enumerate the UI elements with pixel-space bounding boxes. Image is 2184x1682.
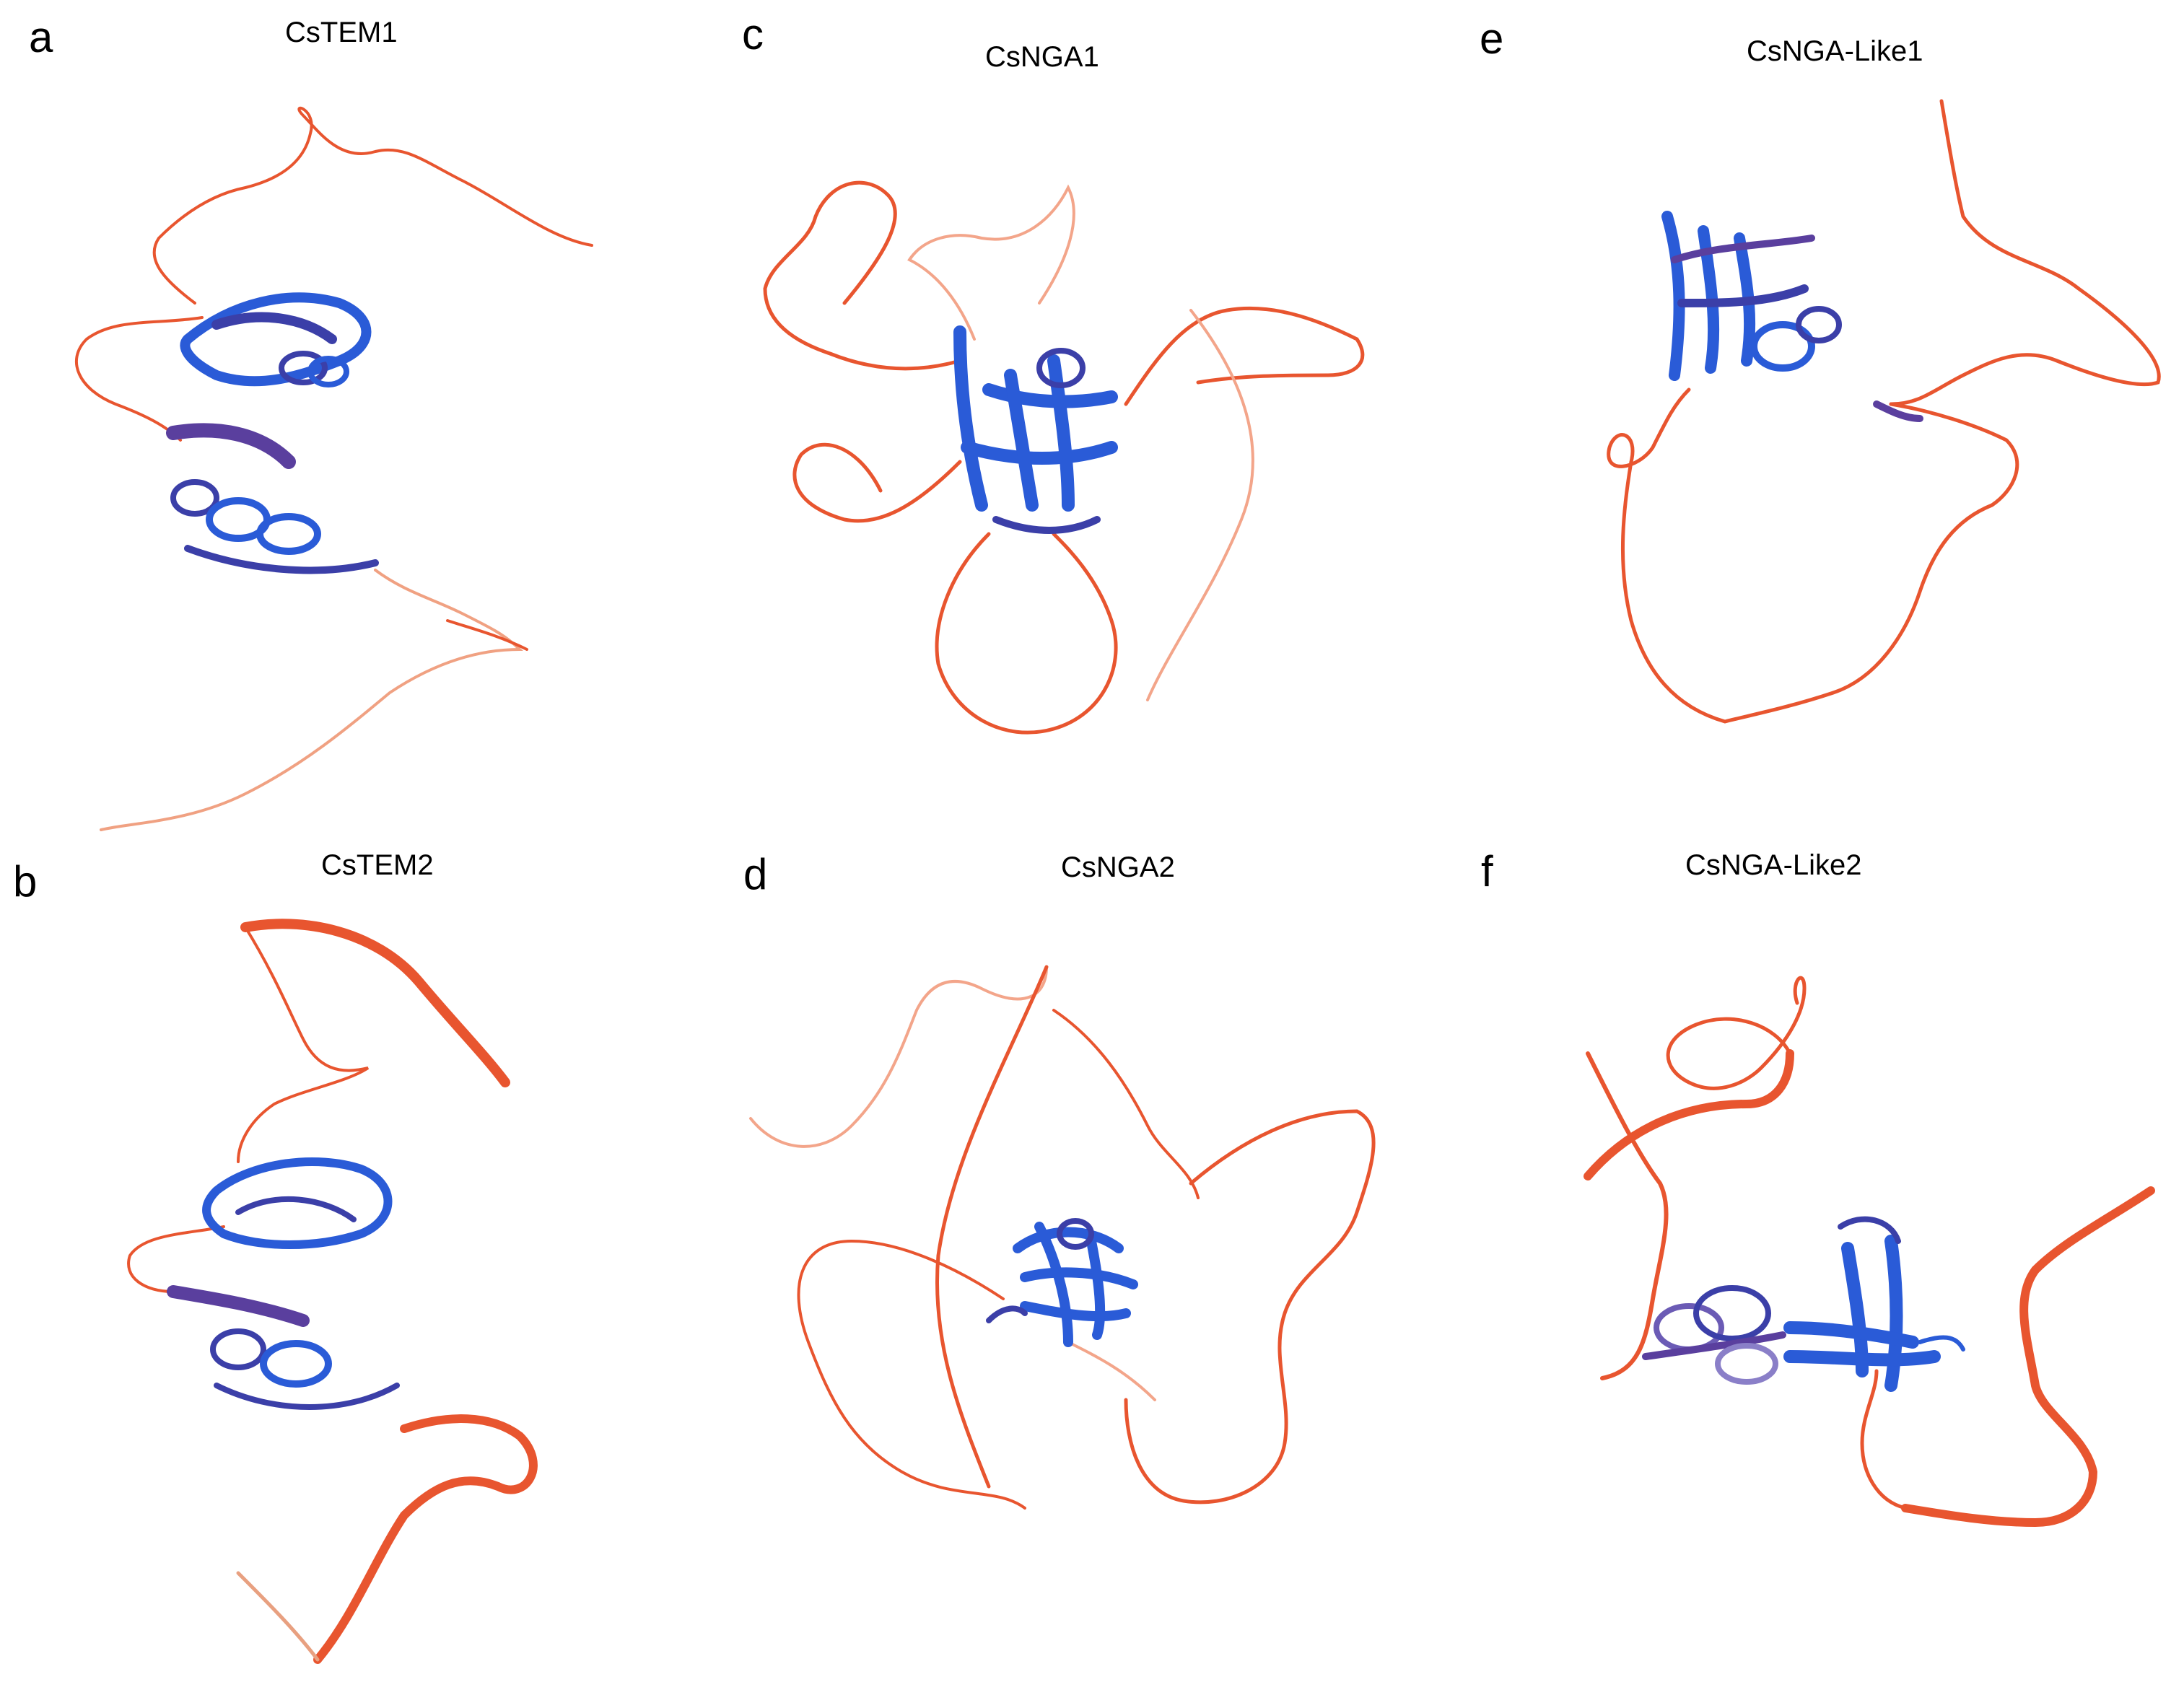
panel-d-coil-inner [1067, 1341, 1156, 1401]
panel-c-coil-right-long [1146, 309, 1254, 701]
panel-f-coil-bottom [1860, 1369, 1908, 1510]
panel-c-letter: c [742, 10, 764, 58]
panel-a-coil-bottom [100, 569, 523, 831]
panel-e-coil-right [1889, 99, 2161, 406]
panel-b-ribbon-bottom [313, 1414, 538, 1664]
panel-c-title: CsNGA1 [985, 41, 1099, 73]
panel-a-title: CsTEM1 [285, 17, 398, 48]
panel-f: f CsNGA-Like2 [1481, 847, 2155, 1528]
panel-d: d CsNGA2 [743, 850, 1376, 1510]
panel-e-title: CsNGA-Like1 [1747, 35, 1923, 67]
panel-b: b CsTEM2 [13, 849, 538, 1664]
panel-a-domain-lower [166, 423, 379, 574]
panel-f-letter: f [1481, 847, 1493, 895]
panel-c-coil-left-lower [792, 442, 962, 523]
panel-e-letter: e [1480, 14, 1503, 63]
panel-f-coil-left-long [1586, 1051, 1669, 1380]
panel-e-structure [1607, 99, 2161, 724]
panel-b-helix-left [167, 1285, 310, 1327]
panel-a-coil-left [74, 316, 204, 442]
panel-e-domain [1661, 211, 1842, 381]
panel-b-ribbon-top [240, 919, 510, 1087]
panel-a-coil-tail [446, 619, 528, 651]
panel-c-coil-right [1124, 306, 1365, 406]
panel-d-title: CsNGA2 [1061, 851, 1175, 883]
panel-b-structure [127, 919, 538, 1664]
panel-b-title: CsTEM2 [321, 849, 434, 881]
panel-d-coil-long [935, 965, 1049, 1489]
panel-f-domain-right [1783, 1216, 1965, 1392]
panel-f-coil-top [1666, 976, 1807, 1090]
panel-c-domain [953, 325, 1118, 534]
panel-e: e CsNGA-Like1 [1480, 14, 2161, 724]
panel-a-coil-top [152, 106, 593, 305]
panel-a-structure [74, 106, 593, 831]
panel-b-coil-tail [236, 1571, 320, 1662]
panel-d-coil-topleft [749, 965, 1048, 1148]
panel-a-domain-upper [180, 292, 372, 387]
panel-d-domain [986, 1218, 1138, 1347]
panel-c-loop-bottom [935, 532, 1118, 735]
panel-b-coil-left [127, 1225, 225, 1293]
panel-b-letter: b [13, 857, 37, 906]
panel-c: c CsNGA1 [742, 10, 1365, 735]
panel-c-coil-left [763, 180, 962, 371]
panel-c-coil-top [907, 184, 1075, 341]
panel-d-coil-mid [1052, 1009, 1200, 1199]
panel-f-ribbon-left [1584, 1049, 1794, 1181]
panel-d-letter: d [743, 850, 767, 898]
panel-f-ribbon-right [1901, 1186, 2155, 1528]
panel-b-domain-lower [210, 1328, 400, 1410]
panel-c-structure [763, 180, 1365, 735]
panel-f-domain-left [1642, 1285, 1786, 1385]
panel-e-domain-tail [1873, 400, 1923, 422]
panel-b-coil-top [237, 926, 370, 1163]
panel-d-coil-left-loop [797, 1239, 1026, 1510]
panel-f-structure [1584, 976, 2155, 1528]
panel-f-title: CsNGA-Like2 [1685, 849, 1862, 881]
panel-d-coil-right [1124, 1109, 1376, 1504]
panel-a: a CsTEM1 [29, 13, 593, 831]
panel-b-domain-upper [202, 1157, 393, 1249]
panel-d-structure [749, 965, 1376, 1510]
panel-e-coil-loop [1607, 387, 2019, 724]
panel-a-letter: a [29, 13, 53, 61]
